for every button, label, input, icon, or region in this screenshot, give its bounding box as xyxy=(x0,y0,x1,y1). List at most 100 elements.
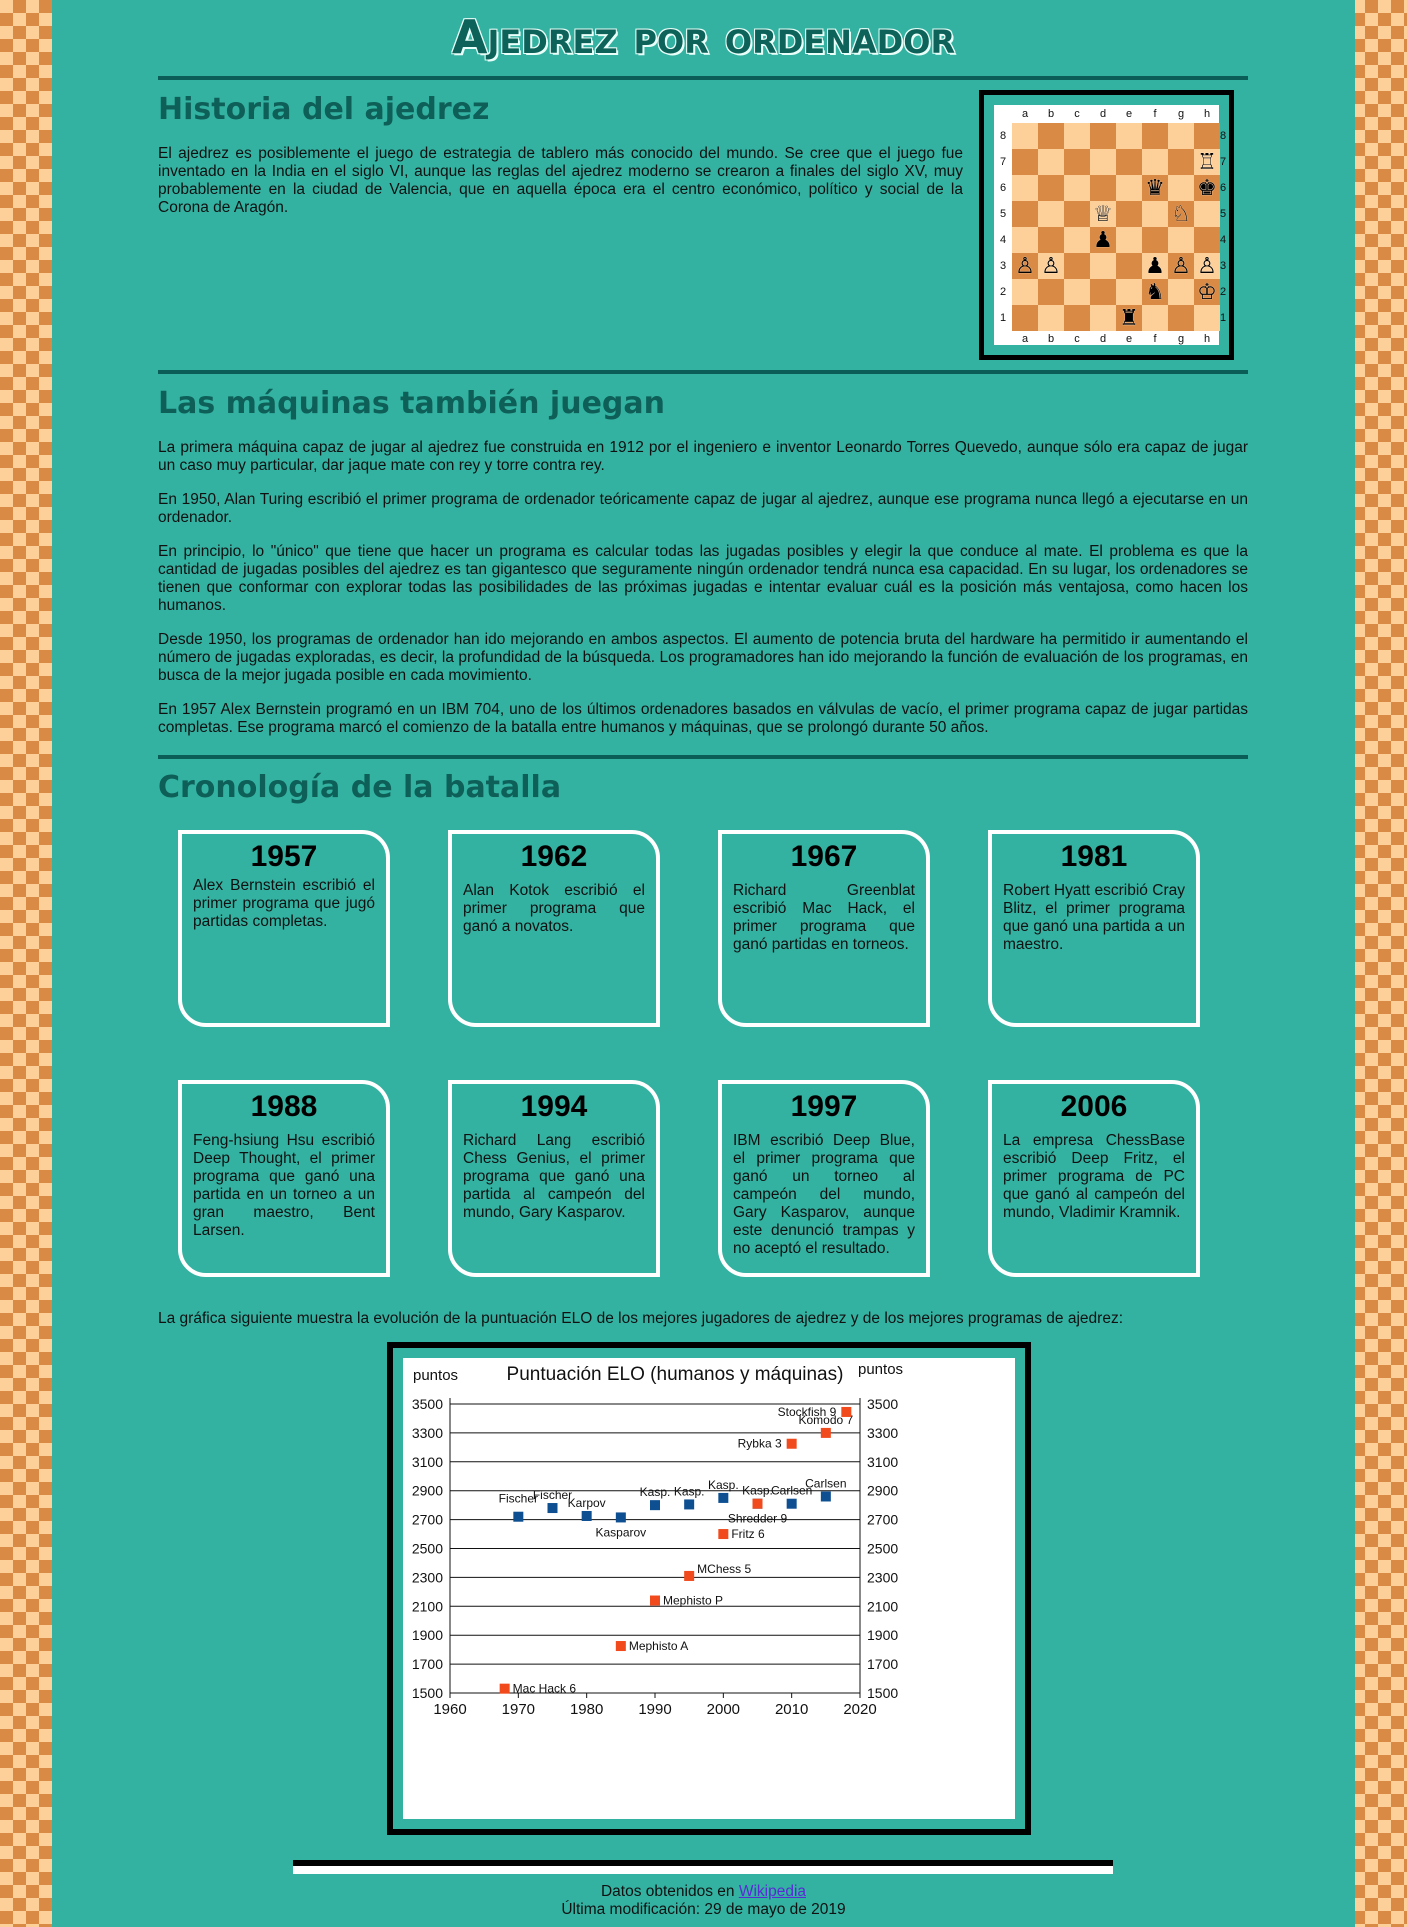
maquinas-paragraph: En 1950, Alan Turing escribió el primer … xyxy=(158,491,1248,526)
chess-board: a b c d e f g h a b c d e f g h 8 7 6 5 4 3 2 1 8 7 6 5 4 3 2 1 ♖ ♛ ♚ ♕… xyxy=(994,105,1226,345)
y-tick-label: 2500 xyxy=(867,1541,898,1557)
timeline-year: 1994 xyxy=(520,1090,588,1123)
y-tick-label: 2100 xyxy=(412,1598,443,1614)
board-rank-label: 2 xyxy=(999,286,1007,298)
y-axis-label-right: puntos xyxy=(858,1361,903,1378)
data-point xyxy=(499,1683,510,1694)
board-file-label: c xyxy=(1074,108,1080,120)
board-square xyxy=(1168,305,1194,331)
data-point xyxy=(752,1498,763,1509)
board-square: ♚ xyxy=(1194,175,1220,201)
y-tick-label: 2700 xyxy=(867,1512,898,1528)
data-label: Carlsen xyxy=(771,1484,812,1498)
chart-intro: La gráfica siguiente muestra la evolució… xyxy=(158,1310,1123,1327)
black-queen-icon: ♛ xyxy=(1145,175,1165,200)
board-square xyxy=(1168,279,1194,305)
footer-source: Datos obtenidos en Wikipedia xyxy=(52,1883,1355,1901)
divider xyxy=(158,755,1248,759)
timeline-card: 1988 Feng-hsiung Hsu escribió Deep Thoug… xyxy=(178,1080,390,1277)
page: Ajedrez por ordenador Historia del ajedr… xyxy=(52,0,1355,1927)
y-tick-label: 1900 xyxy=(867,1627,898,1643)
timeline-card: 1957 Alex Bernstein escribió el primer p… xyxy=(178,830,390,1027)
y-tick-label: 2300 xyxy=(867,1569,898,1585)
white-queen-icon: ♕ xyxy=(1093,201,1113,226)
timeline-text: La empresa ChessBase escribió Deep Fritz… xyxy=(1003,1132,1185,1221)
y-tick-label: 2100 xyxy=(867,1598,898,1614)
board-square xyxy=(1012,305,1038,331)
x-tick-label: 1980 xyxy=(570,1701,603,1718)
board-square xyxy=(1064,279,1090,305)
timeline-card: 1997 IBM escribió Deep Blue, el primer p… xyxy=(718,1080,930,1277)
timeline-year: 1981 xyxy=(1060,840,1128,873)
data-label: Stockfish 9 xyxy=(778,1405,837,1419)
x-tick-label: 2010 xyxy=(775,1701,808,1718)
board-ranks-left: 8 7 6 5 4 3 2 1 xyxy=(996,123,1010,331)
board-square xyxy=(1038,279,1064,305)
board-file-label: d xyxy=(1099,108,1107,120)
timeline-text: Alex Bernstein escribió el primer progra… xyxy=(193,877,375,930)
board-square: ♟ xyxy=(1142,253,1168,279)
board-square xyxy=(1012,227,1038,253)
data-point xyxy=(650,1500,660,1511)
board-square xyxy=(1090,123,1116,149)
data-label: Mac Hack 6 xyxy=(513,1682,577,1696)
board-square xyxy=(1012,123,1038,149)
historia-heading: Historia del ajedrez xyxy=(158,92,490,127)
data-point xyxy=(615,1641,626,1652)
board-square xyxy=(1012,279,1038,305)
board-square xyxy=(1090,279,1116,305)
board-square xyxy=(1194,305,1220,331)
board-file-label: f xyxy=(1153,108,1157,120)
data-label: Mephisto P xyxy=(663,1594,723,1608)
elo-chart: Puntuación ELO (humanos y máquinas) punto… xyxy=(403,1358,1015,1819)
data-point xyxy=(684,1499,695,1510)
board-rank-label: 1 xyxy=(999,312,1007,324)
y-tick-label: 2300 xyxy=(412,1569,443,1585)
board-square: ♙ xyxy=(1012,253,1038,279)
data-label: Kasp. xyxy=(742,1484,773,1498)
divider xyxy=(158,76,1248,80)
board-file-label: e xyxy=(1125,108,1133,120)
board-square: ♙ xyxy=(1038,253,1064,279)
board-square xyxy=(1064,175,1090,201)
wikipedia-link[interactable]: Wikipedia xyxy=(738,1883,807,1900)
data-label: Kasp. xyxy=(640,1485,671,1499)
timeline-text: Richard Lang escribió Chess Genius, el p… xyxy=(463,1132,645,1221)
y-tick-label: 3300 xyxy=(867,1425,898,1441)
board-rank-label: 8 xyxy=(999,130,1007,142)
data-point xyxy=(547,1503,558,1514)
board-square xyxy=(1064,149,1090,175)
x-tick-label: 1960 xyxy=(433,1701,466,1718)
board-square xyxy=(1168,175,1194,201)
timeline-year: 1967 xyxy=(790,840,858,873)
black-pawn-icon: ♟ xyxy=(1145,253,1165,278)
footer-rule-dark xyxy=(293,1860,1113,1866)
white-pawn-icon: ♙ xyxy=(1197,253,1217,278)
board-file-label: g xyxy=(1177,333,1185,345)
maquinas-paragraph: En principio, lo "único" que tiene que h… xyxy=(158,543,1248,614)
y-tick-label: 1500 xyxy=(867,1685,898,1701)
y-tick-label: 3100 xyxy=(412,1454,443,1470)
board-square xyxy=(1038,227,1064,253)
board-square xyxy=(1142,227,1168,253)
y-tick-label: 1900 xyxy=(412,1627,443,1643)
timeline-year: 1988 xyxy=(250,1090,318,1123)
timeline-text: Richard Greenblat escribió Mac Hack, el … xyxy=(733,882,915,953)
elo-chart-frame: Puntuación ELO (humanos y máquinas) punto… xyxy=(387,1342,1031,1835)
chart-title: Puntuación ELO (humanos y máquinas) xyxy=(507,1364,844,1385)
historia-section: Historia del ajedrez El ajedrez es posib… xyxy=(158,92,963,217)
board-square xyxy=(1168,227,1194,253)
board-square xyxy=(1194,227,1220,253)
data-label: Karpov xyxy=(568,1496,606,1510)
board-square: ♘ xyxy=(1168,201,1194,227)
board-square: ♜ xyxy=(1116,305,1142,331)
board-square xyxy=(1090,149,1116,175)
board-square xyxy=(1038,149,1064,175)
board-square xyxy=(1012,201,1038,227)
board-files-bottom: a b c d e f g h xyxy=(1012,333,1220,345)
board-square xyxy=(1142,305,1168,331)
board-file-label: h xyxy=(1203,333,1211,345)
data-label: Fischer xyxy=(499,1492,538,1506)
maquinas-paragraph: Desde 1950, los programas de ordenador h… xyxy=(158,631,1248,684)
divider xyxy=(158,370,1248,374)
